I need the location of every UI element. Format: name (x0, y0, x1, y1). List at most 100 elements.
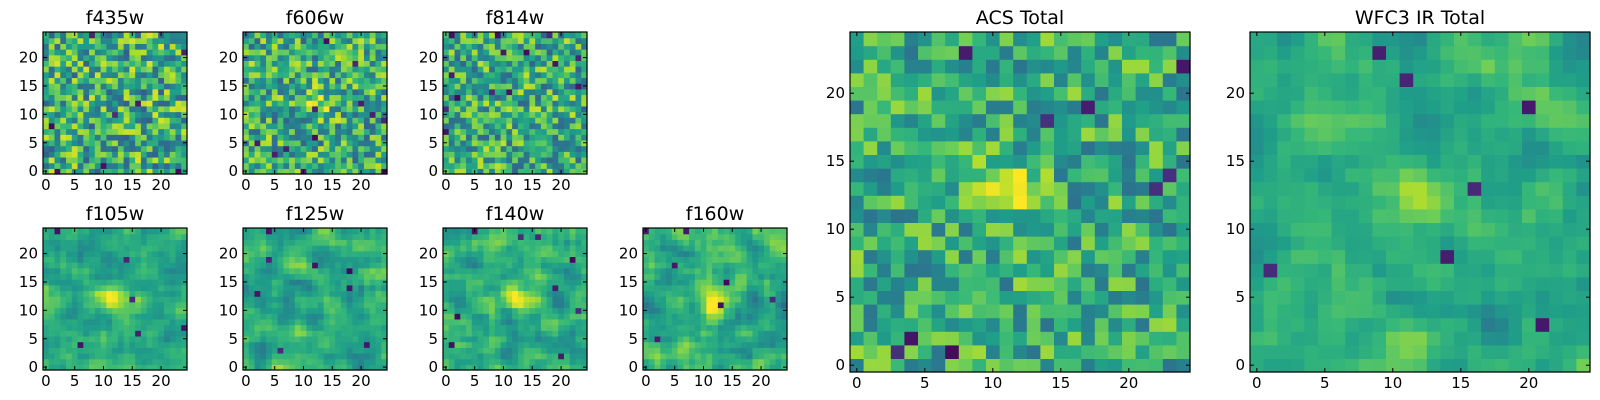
heatmap-cell (146, 117, 154, 124)
heatmap-cell (369, 77, 377, 84)
heatmap-cell (152, 358, 159, 365)
heatmap-cell (546, 318, 554, 326)
heatmap-cell (175, 37, 182, 44)
heatmap-cell (506, 145, 513, 152)
heatmap-cell (243, 301, 250, 309)
heatmap-cell (740, 256, 748, 263)
heatmap-cell (471, 358, 479, 365)
heatmap-cell (683, 284, 690, 292)
heatmap-cell (477, 335, 484, 343)
heatmap-cell (140, 71, 148, 79)
heatmap-cell (763, 330, 771, 337)
heatmap-cell (535, 245, 542, 252)
heatmap-cell (48, 341, 56, 348)
heatmap-cell (169, 284, 177, 292)
heatmap-cell (677, 250, 684, 257)
heatmap-cell (48, 279, 56, 286)
heatmap-cell (146, 262, 154, 269)
heatmap-cell (660, 267, 667, 275)
axes-frame (242, 227, 388, 371)
heatmap-cell (775, 335, 782, 343)
heatmap-cell (563, 330, 571, 337)
heatmap-cell (643, 352, 650, 360)
heatmap-cell (443, 71, 450, 79)
heatmap-cell (381, 77, 388, 84)
heatmap-cell (48, 54, 56, 61)
heatmap-cell (243, 77, 250, 84)
heatmap-cell (517, 341, 525, 348)
heatmap-cell (563, 54, 571, 61)
heatmap-cell (312, 88, 319, 96)
heatmap-cell (477, 347, 484, 354)
heatmap-cell (306, 307, 313, 314)
heatmap-cell (375, 71, 382, 79)
heatmap-cell (654, 228, 661, 235)
heatmap-cell (329, 256, 336, 263)
heatmap-cell (494, 301, 502, 309)
heatmap-cell (763, 284, 771, 292)
heatmap-cell (904, 222, 919, 237)
heatmap-cell (146, 256, 154, 263)
heatmap-cell (340, 256, 348, 263)
heatmap-cell (381, 134, 388, 141)
axes-frame (642, 227, 788, 371)
heatmap-cell (529, 273, 536, 280)
heatmap-cell (581, 233, 588, 240)
heatmap-cell (340, 279, 348, 286)
heatmap-cell (294, 162, 302, 169)
heatmap-cell (477, 324, 484, 331)
heatmap-cell (540, 43, 548, 50)
heatmap-cell (260, 347, 267, 354)
heatmap-cell (677, 341, 684, 348)
heatmap-cell (758, 245, 765, 252)
heatmap-cell (660, 313, 667, 320)
heatmap-cell (248, 66, 256, 73)
heatmap-cell (535, 279, 542, 286)
heatmap-cell (329, 267, 336, 275)
heatmap-cell (746, 364, 754, 371)
heatmap-cell (48, 122, 56, 130)
heatmap-cell (448, 105, 456, 113)
heatmap-cell (758, 256, 765, 263)
heatmap-cell (448, 168, 456, 175)
heatmap-cell (483, 134, 490, 141)
heatmap-cell (958, 290, 973, 305)
heatmap-cell (271, 66, 279, 73)
heatmap-cell (477, 318, 484, 326)
heatmap-cell (48, 168, 56, 175)
heatmap-cell (163, 60, 171, 67)
heatmap-cell (271, 267, 279, 275)
heatmap-cell (581, 245, 588, 252)
heatmap-cell (140, 239, 148, 246)
heatmap-cell (169, 352, 177, 360)
heatmap-cell (175, 313, 182, 320)
heatmap-cell (335, 156, 342, 164)
heatmap-cell (329, 250, 336, 257)
heatmap-cell (363, 128, 371, 135)
y-tick-label: 20 (419, 245, 438, 263)
heatmap-cell (500, 49, 507, 56)
heatmap-cell (477, 250, 484, 257)
heatmap-cell (112, 66, 119, 73)
heatmap-cell (317, 279, 325, 286)
heatmap-cell (758, 250, 765, 257)
heatmap-cell (140, 139, 148, 147)
heatmap-cell (106, 151, 113, 158)
heatmap-cell (312, 301, 319, 309)
heatmap-cell (112, 296, 119, 303)
heatmap-cell (254, 145, 261, 152)
heatmap-cell (123, 122, 130, 130)
heatmap-cell (54, 233, 61, 240)
heatmap-cell (717, 245, 725, 252)
heatmap-cell (335, 318, 342, 326)
heatmap-cell (260, 105, 267, 113)
heatmap-cell (294, 273, 302, 280)
heatmap-cell (277, 273, 284, 280)
heatmap-cell (666, 233, 673, 240)
heatmap-cell (83, 256, 90, 263)
heatmap-cell (323, 88, 330, 96)
heatmap-cell (477, 262, 484, 269)
heatmap-cell (54, 262, 61, 269)
heatmap-cell (175, 139, 182, 147)
heatmap-cell (717, 290, 725, 297)
